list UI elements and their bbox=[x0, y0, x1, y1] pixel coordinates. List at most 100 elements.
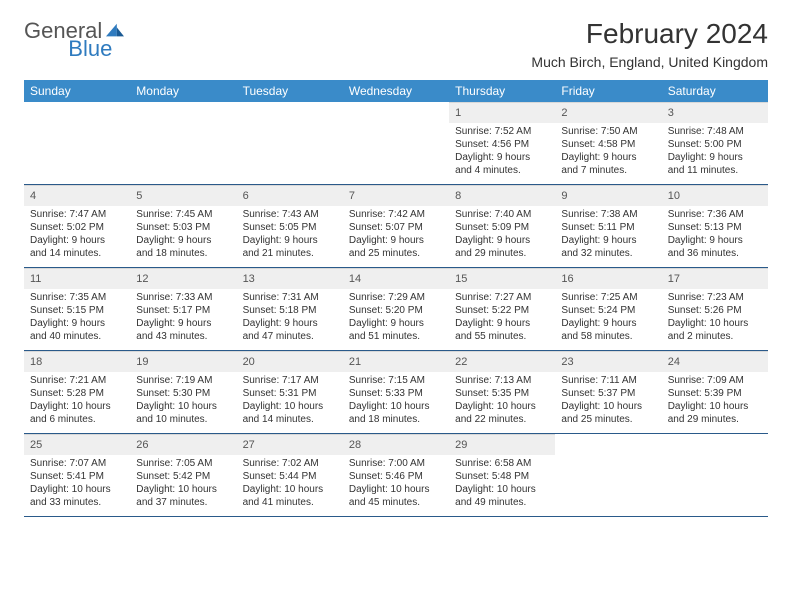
day-body: Sunrise: 7:45 AMSunset: 5:03 PMDaylight:… bbox=[130, 206, 236, 264]
day-line: Sunrise: 7:13 AM bbox=[455, 374, 549, 387]
calendar-week: 4Sunrise: 7:47 AMSunset: 5:02 PMDaylight… bbox=[24, 185, 768, 268]
day-line: Sunset: 5:46 PM bbox=[349, 470, 443, 483]
calendar-day: 4Sunrise: 7:47 AMSunset: 5:02 PMDaylight… bbox=[24, 185, 130, 267]
day-number-empty bbox=[130, 102, 236, 122]
day-line: Sunrise: 7:52 AM bbox=[455, 125, 549, 138]
day-body: Sunrise: 7:50 AMSunset: 4:58 PMDaylight:… bbox=[555, 123, 661, 181]
day-number: 27 bbox=[237, 434, 343, 455]
day-line: Daylight: 9 hours bbox=[349, 234, 443, 247]
logo-word2: Blue bbox=[68, 36, 112, 62]
day-line: and 7 minutes. bbox=[561, 164, 655, 177]
day-line: Sunrise: 7:21 AM bbox=[30, 374, 124, 387]
day-number: 1 bbox=[449, 102, 555, 123]
day-line: and 18 minutes. bbox=[136, 247, 230, 260]
calendar-day bbox=[130, 102, 236, 184]
day-line: and 32 minutes. bbox=[561, 247, 655, 260]
day-line: Sunset: 5:26 PM bbox=[668, 304, 762, 317]
day-line: and 40 minutes. bbox=[30, 330, 124, 343]
title-block: February 2024 Much Birch, England, Unite… bbox=[531, 18, 768, 70]
day-number-empty bbox=[24, 102, 130, 122]
day-line: Sunrise: 7:38 AM bbox=[561, 208, 655, 221]
day-line: Daylight: 9 hours bbox=[455, 317, 549, 330]
day-number: 17 bbox=[662, 268, 768, 289]
calendar-week: 11Sunrise: 7:35 AMSunset: 5:15 PMDayligh… bbox=[24, 268, 768, 351]
day-line: Sunset: 5:35 PM bbox=[455, 387, 549, 400]
day-body: Sunrise: 7:42 AMSunset: 5:07 PMDaylight:… bbox=[343, 206, 449, 264]
calendar-day: 25Sunrise: 7:07 AMSunset: 5:41 PMDayligh… bbox=[24, 434, 130, 516]
dow-cell: Saturday bbox=[662, 80, 768, 102]
calendar-day bbox=[237, 102, 343, 184]
calendar: SundayMondayTuesdayWednesdayThursdayFrid… bbox=[24, 80, 768, 517]
day-line: and 47 minutes. bbox=[243, 330, 337, 343]
day-line: and 55 minutes. bbox=[455, 330, 549, 343]
day-number: 24 bbox=[662, 351, 768, 372]
day-line: Sunrise: 7:07 AM bbox=[30, 457, 124, 470]
day-line: and 2 minutes. bbox=[668, 330, 762, 343]
calendar-day bbox=[555, 434, 661, 516]
day-line: Sunset: 5:24 PM bbox=[561, 304, 655, 317]
calendar-day: 3Sunrise: 7:48 AMSunset: 5:00 PMDaylight… bbox=[662, 102, 768, 184]
dow-cell: Tuesday bbox=[237, 80, 343, 102]
day-line: Daylight: 9 hours bbox=[668, 151, 762, 164]
day-line: Sunrise: 7:25 AM bbox=[561, 291, 655, 304]
day-line: and 41 minutes. bbox=[243, 496, 337, 509]
day-line: and 29 minutes. bbox=[455, 247, 549, 260]
day-body: Sunrise: 7:19 AMSunset: 5:30 PMDaylight:… bbox=[130, 372, 236, 430]
day-number: 28 bbox=[343, 434, 449, 455]
day-line: Daylight: 9 hours bbox=[30, 234, 124, 247]
day-body: Sunrise: 7:21 AMSunset: 5:28 PMDaylight:… bbox=[24, 372, 130, 430]
day-line: Daylight: 10 hours bbox=[668, 317, 762, 330]
calendar-day: 29Sunrise: 6:58 AMSunset: 5:48 PMDayligh… bbox=[449, 434, 555, 516]
day-body: Sunrise: 7:27 AMSunset: 5:22 PMDaylight:… bbox=[449, 289, 555, 347]
calendar-day: 13Sunrise: 7:31 AMSunset: 5:18 PMDayligh… bbox=[237, 268, 343, 350]
calendar-day: 19Sunrise: 7:19 AMSunset: 5:30 PMDayligh… bbox=[130, 351, 236, 433]
calendar-day: 28Sunrise: 7:00 AMSunset: 5:46 PMDayligh… bbox=[343, 434, 449, 516]
day-line: Sunset: 4:56 PM bbox=[455, 138, 549, 151]
day-body: Sunrise: 7:48 AMSunset: 5:00 PMDaylight:… bbox=[662, 123, 768, 181]
day-line: and 10 minutes. bbox=[136, 413, 230, 426]
day-line: Daylight: 9 hours bbox=[30, 317, 124, 330]
day-line: Daylight: 10 hours bbox=[561, 400, 655, 413]
day-number: 12 bbox=[130, 268, 236, 289]
calendar-day: 11Sunrise: 7:35 AMSunset: 5:15 PMDayligh… bbox=[24, 268, 130, 350]
day-line: Daylight: 9 hours bbox=[561, 234, 655, 247]
day-line: Sunrise: 7:45 AM bbox=[136, 208, 230, 221]
day-line: and 21 minutes. bbox=[243, 247, 337, 260]
day-number: 7 bbox=[343, 185, 449, 206]
day-body: Sunrise: 7:00 AMSunset: 5:46 PMDaylight:… bbox=[343, 455, 449, 513]
day-number: 23 bbox=[555, 351, 661, 372]
day-line: Sunrise: 7:35 AM bbox=[30, 291, 124, 304]
day-number: 10 bbox=[662, 185, 768, 206]
day-line: Sunset: 5:07 PM bbox=[349, 221, 443, 234]
calendar-day: 20Sunrise: 7:17 AMSunset: 5:31 PMDayligh… bbox=[237, 351, 343, 433]
day-body: Sunrise: 7:09 AMSunset: 5:39 PMDaylight:… bbox=[662, 372, 768, 430]
day-number: 14 bbox=[343, 268, 449, 289]
day-line: Sunrise: 7:19 AM bbox=[136, 374, 230, 387]
day-body: Sunrise: 7:05 AMSunset: 5:42 PMDaylight:… bbox=[130, 455, 236, 513]
day-line: Daylight: 10 hours bbox=[349, 400, 443, 413]
day-number-empty bbox=[555, 434, 661, 454]
day-number: 26 bbox=[130, 434, 236, 455]
day-line: Daylight: 10 hours bbox=[243, 400, 337, 413]
calendar-day: 26Sunrise: 7:05 AMSunset: 5:42 PMDayligh… bbox=[130, 434, 236, 516]
day-line: and 6 minutes. bbox=[30, 413, 124, 426]
day-line: Sunset: 5:41 PM bbox=[30, 470, 124, 483]
day-line: Sunset: 5:48 PM bbox=[455, 470, 549, 483]
day-line: Sunrise: 6:58 AM bbox=[455, 457, 549, 470]
day-number: 16 bbox=[555, 268, 661, 289]
day-line: Daylight: 10 hours bbox=[136, 400, 230, 413]
day-body: Sunrise: 7:38 AMSunset: 5:11 PMDaylight:… bbox=[555, 206, 661, 264]
day-body: Sunrise: 7:35 AMSunset: 5:15 PMDaylight:… bbox=[24, 289, 130, 347]
day-number: 29 bbox=[449, 434, 555, 455]
calendar-day: 1Sunrise: 7:52 AMSunset: 4:56 PMDaylight… bbox=[449, 102, 555, 184]
day-line: Daylight: 9 hours bbox=[136, 234, 230, 247]
day-number: 25 bbox=[24, 434, 130, 455]
day-line: and 33 minutes. bbox=[30, 496, 124, 509]
dow-cell: Wednesday bbox=[343, 80, 449, 102]
calendar-day: 23Sunrise: 7:11 AMSunset: 5:37 PMDayligh… bbox=[555, 351, 661, 433]
day-line: and 45 minutes. bbox=[349, 496, 443, 509]
day-line: Sunset: 5:15 PM bbox=[30, 304, 124, 317]
day-line: Sunrise: 7:50 AM bbox=[561, 125, 655, 138]
calendar-day: 9Sunrise: 7:38 AMSunset: 5:11 PMDaylight… bbox=[555, 185, 661, 267]
day-number-empty bbox=[343, 102, 449, 122]
